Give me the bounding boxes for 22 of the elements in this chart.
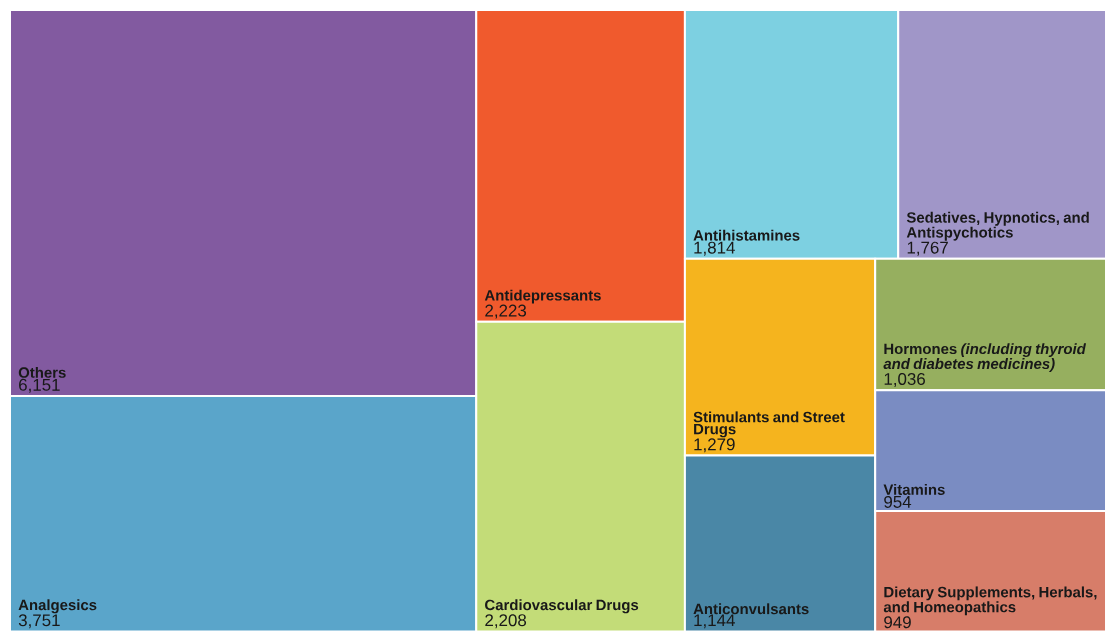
category-label: Cardiovascular Drugs [485,599,639,614]
data-label: 1,144 [694,614,735,629]
category-label: Anticonvulsants [693,603,809,615]
data-label: 6,151 [19,378,60,393]
data-label: 1,279 [694,438,735,453]
category-label: Antidepressants [484,289,601,304]
data-label: 1,036 [884,372,925,387]
category-label: Antihistamines [693,229,800,241]
data-label: 1,767 [907,241,948,256]
data-label: 949 [884,616,911,629]
data-label: 2,208 [485,614,527,629]
category-label: Sedatives, Hypnotics, and Antispychotics [906,211,1089,241]
category-label: Stimulants and Street Drugs [693,411,845,438]
data-label: 954 [884,495,912,508]
data-label: 3,751 [18,614,60,629]
category-label: Vitamins [883,483,945,495]
category-label: Analgesics [18,599,97,614]
data-label: 1,814 [694,241,735,256]
category-label: Hormones (including thyroid and diabetes medicines) [883,342,1087,372]
category-label: Others [18,366,66,378]
category-label: Dietary Supplements, Herbals, and Homeopathics [883,586,1097,616]
data-label: 2,223 [485,304,527,319]
